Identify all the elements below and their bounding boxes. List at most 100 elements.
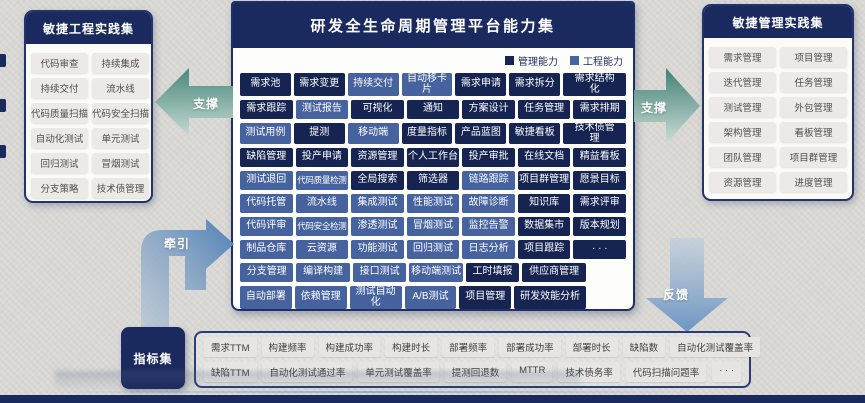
legend-label: 工程能力 [583, 57, 623, 68]
capability-cell: 渗透测试 [351, 217, 404, 236]
capability-cell: 项目管理 [459, 286, 512, 309]
metric-chip: 代码扫描问题率 [625, 362, 707, 382]
capability-row: 测试用例 提测 移动端 度量指标 产品蓝图 敏捷看板 技术债管理 [240, 123, 627, 144]
practice-chip: 分支策略 [31, 178, 89, 198]
legend-swatch-engineering [570, 56, 579, 65]
capability-cell: 项目群管理 [517, 171, 571, 190]
capability-cell: 知识库 [517, 194, 571, 213]
capability-cell: 项目跟踪 [517, 240, 571, 259]
capability-cell: 版本规划 [573, 217, 627, 236]
metric-chip: 部署频率 [442, 337, 495, 357]
capability-cell: 可视化 [351, 100, 404, 119]
capability-cell: 自动移卡片 [401, 73, 453, 96]
capability-cell: 敏捷看板 [509, 123, 561, 144]
metric-chip: 构建成功率 [318, 337, 381, 357]
panel-agile-engineering-practices: 敏捷工程实践集 代码审查 持续集成 持续交付 流水线 代码质量扫描 代码安全扫描 自动化测试… [24, 10, 153, 203]
capability-cell: · · · [573, 240, 627, 259]
capability-cell: 测试自动化 [349, 286, 402, 309]
capability-cell: 需求结构化 [563, 73, 627, 96]
capability-cell: 代码质量检测 [295, 171, 349, 190]
capability-cell: 缺陷管理 [240, 148, 293, 167]
capability-cell: 代码安全检测 [295, 217, 349, 236]
legend-label: 管理能力 [518, 57, 558, 68]
capability-cell: 功能测试 [351, 240, 404, 259]
metric-chip: 需求TTM [204, 337, 257, 357]
capability-cell: 代码托管 [240, 194, 293, 213]
capability-cell: 移动端测试 [409, 263, 463, 282]
metric-chip: 提测回退数 [444, 362, 507, 382]
practice-chip: 代码质量扫描 [31, 103, 89, 123]
practice-chip: 单元测试 [92, 128, 150, 148]
capability-cell: 精益看板 [573, 148, 627, 167]
practice-chip: 持续集成 [92, 53, 150, 73]
capability-cell: 需求变更 [293, 73, 345, 96]
capability-cell: 产品蓝图 [455, 123, 507, 144]
capability-cell: 链路跟踪 [462, 171, 515, 190]
capability-cell: 集成测试 [351, 194, 404, 213]
capability-cell: 自动部署 [240, 286, 292, 309]
arrow-feedback: 反馈 [640, 238, 740, 334]
metric-chip: · · · [712, 362, 741, 382]
metric-chip: 缺陷数 [622, 337, 666, 357]
practice-chip: 代码审查 [31, 53, 89, 73]
metric-chip: MTTR [512, 362, 553, 382]
capability-cell: 研发效能分析 [514, 286, 586, 309]
metric-chip: 构建时长 [385, 337, 438, 357]
capability-cell: 回归测试 [406, 240, 460, 259]
capability-cell: 任务管理 [517, 100, 571, 119]
legend-item-engineering: 工程能力 [570, 53, 623, 68]
down-arrow-icon [646, 238, 728, 332]
capability-cell: 测试用例 [240, 123, 291, 144]
capability-row: 缺陷管理 投产申请 资源管理 个人工作台 投产审批 在线文档 精益看板 [240, 148, 627, 167]
capability-cell: 投产申请 [295, 148, 349, 167]
capability-cell: 冒烟测试 [406, 217, 460, 236]
capability-cell: 云资源 [295, 240, 349, 259]
capability-cell: 制品仓库 [240, 240, 293, 259]
practice-chip: 项目群管理 [780, 147, 847, 167]
practice-chip: 外包管理 [780, 97, 847, 117]
capability-cell: 度量指标 [401, 123, 453, 144]
practice-chip: 项目管理 [780, 47, 847, 67]
capability-cell: 供应商管理 [522, 263, 586, 282]
metric-chip: 部署成功率 [499, 337, 561, 357]
capability-cell: 故障诊断 [462, 194, 515, 213]
metric-chip: 构建频率 [261, 337, 314, 357]
practice-chip: 资源管理 [709, 172, 776, 192]
capability-row: 代码评审 代码安全检测 渗透测试 冒烟测试 监控告警 数据集市 版本规划 [240, 217, 627, 236]
capability-cell: 投产审批 [462, 148, 515, 167]
base-highlight-line [55, 391, 695, 393]
metric-chip: 部署时长 [565, 337, 618, 357]
bent-arrow-icon [141, 219, 234, 334]
metric-chip: 自动化测试通过率 [262, 362, 353, 382]
practice-chip-grid: 代码审查 持续集成 持续交付 流水线 代码质量扫描 代码安全扫描 自动化测试 单元测试 回归测试… [26, 44, 151, 201]
metrics-row: 缺陷TTM自动化测试通过率单元测试覆盖率提测回退数MTTR技术债务率代码扫描问题… [204, 362, 741, 382]
capability-cell: 分支管理 [240, 263, 294, 282]
capability-row: 分支管理 编译构建 接口测试 移动端测试 工时填报 供应商管理 [240, 263, 626, 282]
capability-cell: 方案设计 [462, 100, 515, 119]
capability-cell: 测试退回 [240, 171, 293, 190]
panel-agile-management-practices: 敏捷管理实践集 需求管理 项目管理 迭代管理 任务管理 测试管理 外包管理 架构管理 看板管理… [702, 4, 854, 201]
edge-strip [0, 99, 6, 112]
capability-cell: 需求评审 [573, 194, 627, 213]
metrics-row: 需求TTM 构建频率 构建成功率 构建时长 部署频率 部署成功率 部署时长 缺陷数 自动化测试覆… [204, 337, 761, 357]
arrow-label-support: 支撑 [641, 101, 668, 115]
arrow-label-feedback: 反馈 [663, 288, 690, 302]
capability-cell: 需求申请 [455, 73, 507, 96]
capability-cell: 全局搜索 [351, 171, 404, 190]
capability-row: 自动部署 依赖管理 测试自动化 A/B测试 项目管理 研发效能分析 [240, 286, 626, 309]
practice-chip: 冒烟测试 [92, 153, 150, 173]
capability-cell: 个人工作台 [406, 148, 460, 167]
capability-cell: 持续交付 [347, 73, 399, 96]
capability-cell: 愿景目标 [573, 171, 627, 190]
capability-cell: 日志分析 [462, 240, 515, 259]
capability-cell: 通知 [406, 100, 460, 119]
panel-title: 敏捷管理实践集 [704, 6, 852, 38]
practice-chip: 架构管理 [709, 122, 776, 142]
practice-chip: 代码安全扫描 [92, 103, 150, 123]
capability-cell: 编译构建 [296, 263, 350, 282]
capability-cell: A/B测试 [404, 286, 457, 309]
legend-swatch-management [505, 56, 514, 65]
capability-cell: 数据集市 [517, 217, 571, 236]
practice-chip: 自动化测试 [31, 128, 89, 148]
reflection-shadow [55, 371, 580, 391]
